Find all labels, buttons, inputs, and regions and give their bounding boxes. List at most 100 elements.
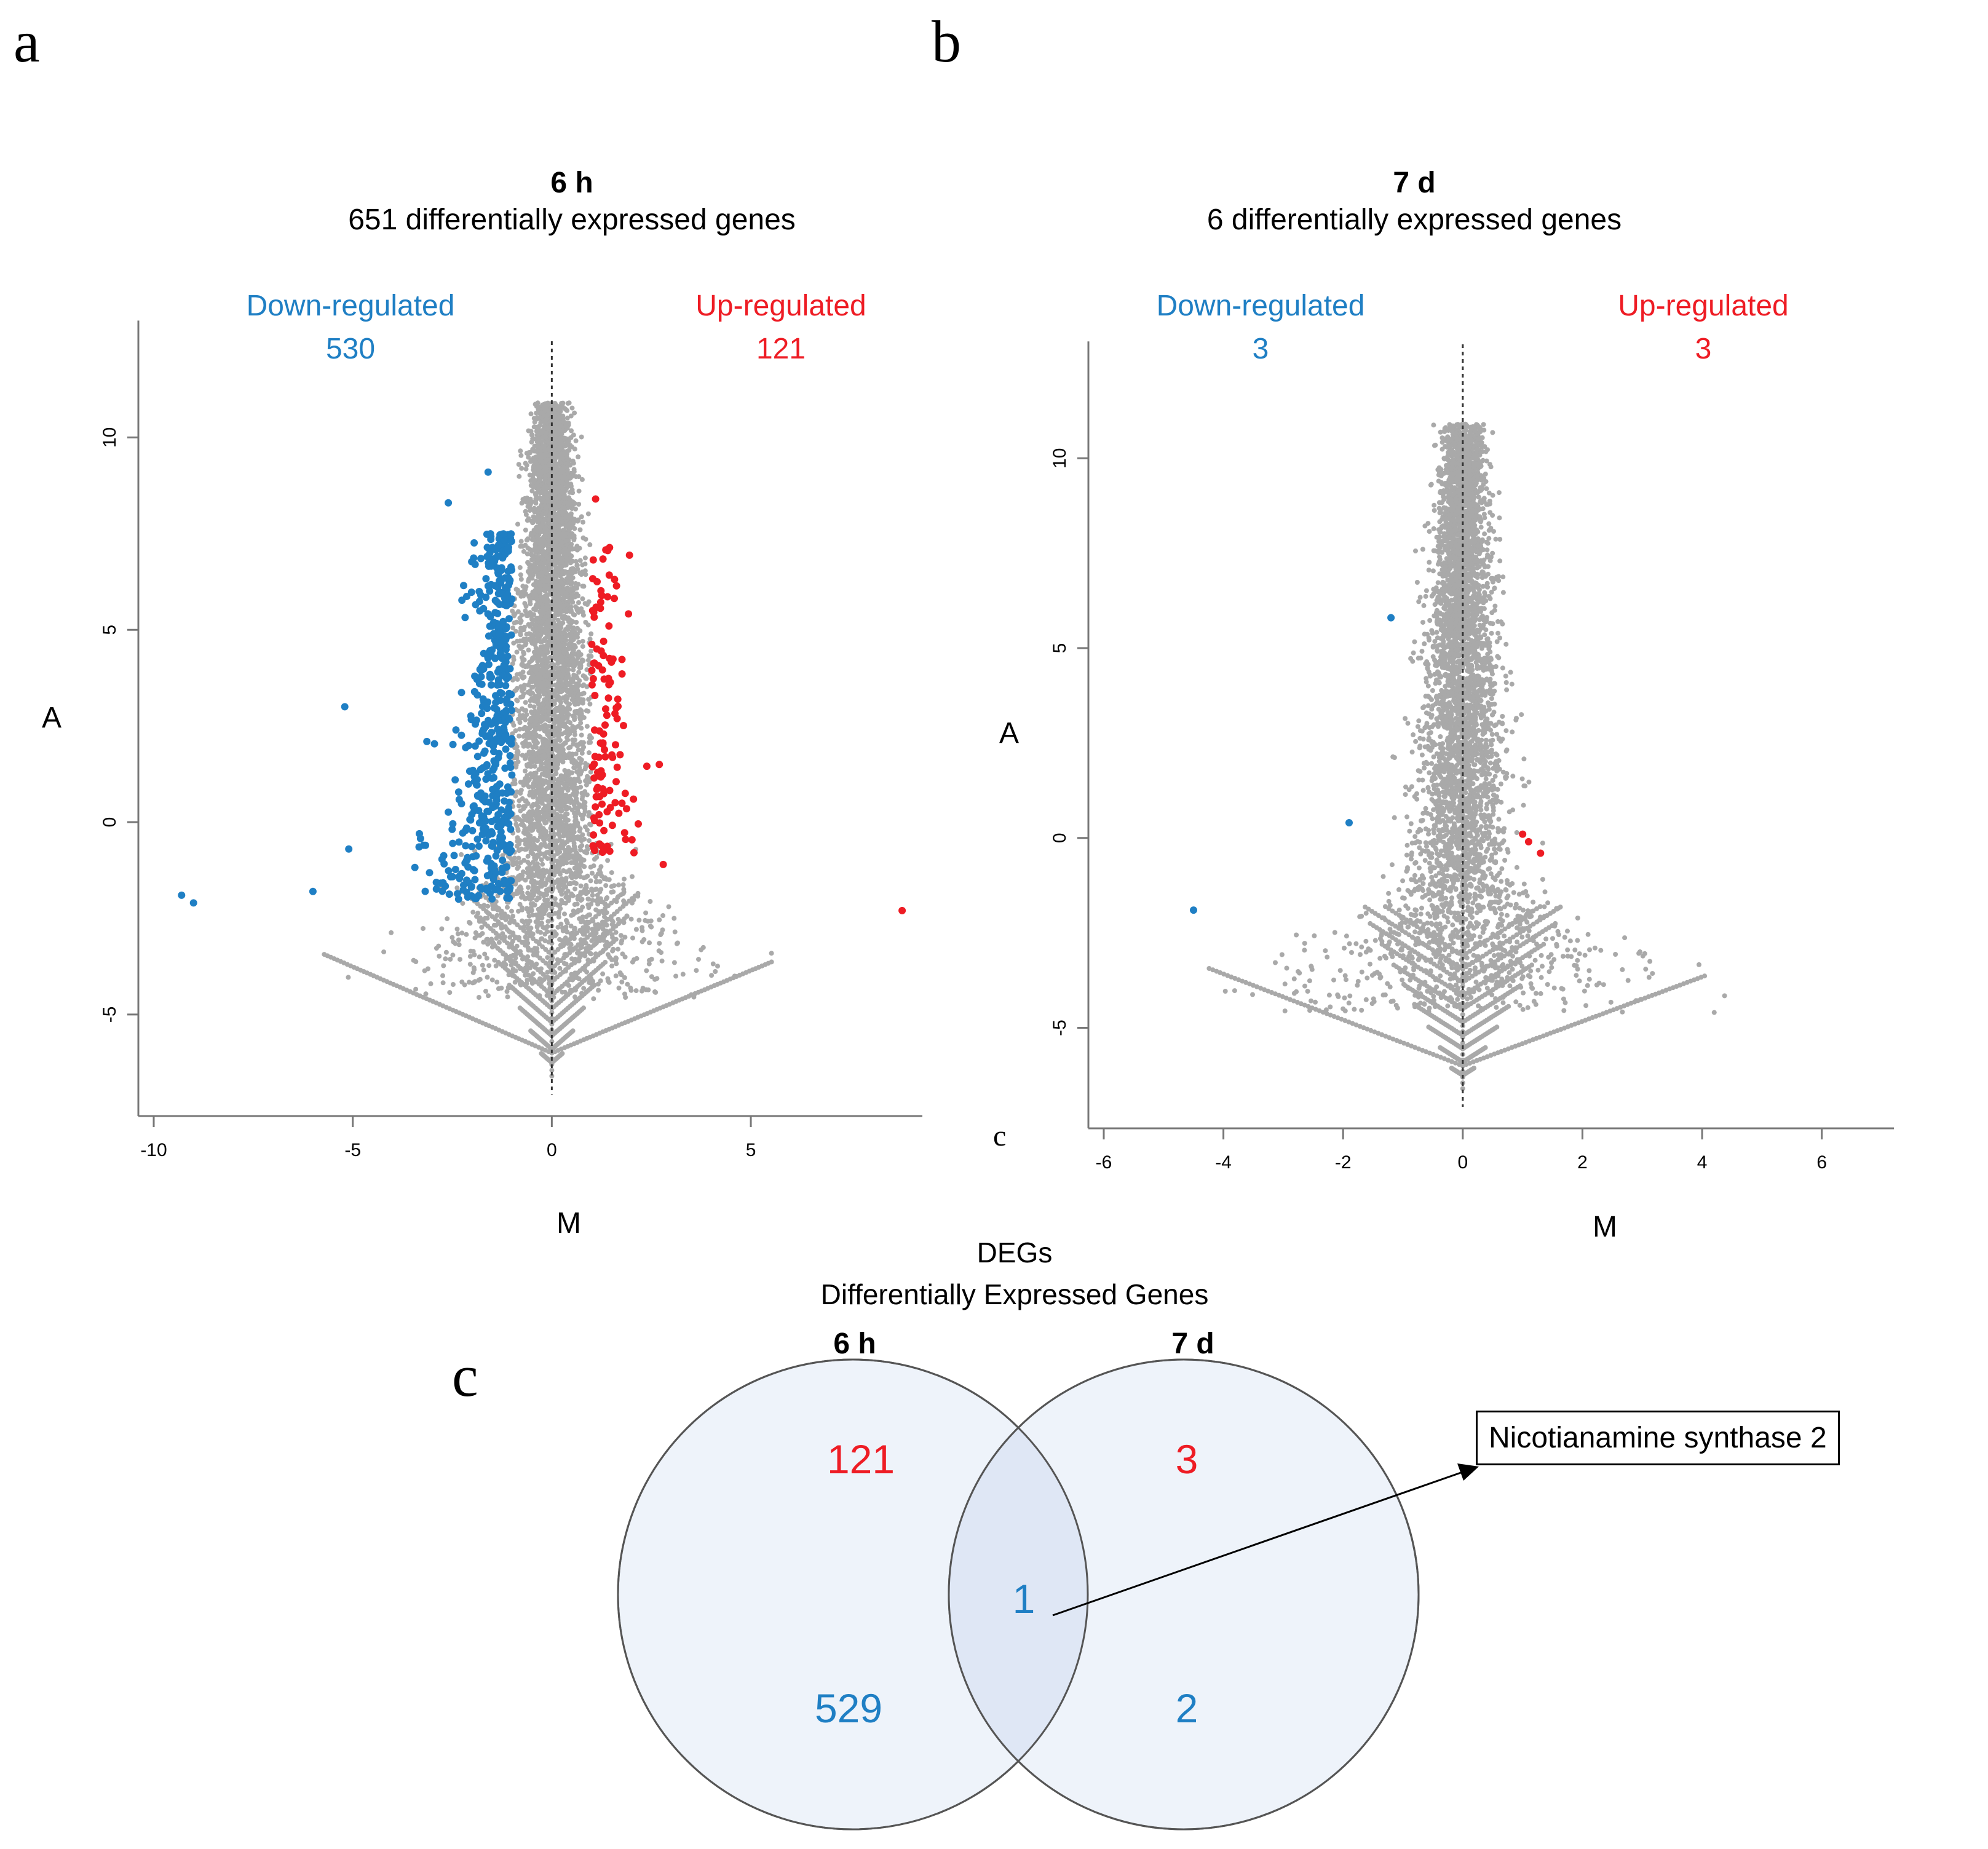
grey-point — [538, 936, 544, 942]
grey-point — [531, 505, 537, 511]
grey-point — [643, 917, 648, 923]
grey-point — [573, 751, 579, 757]
grey-point — [542, 464, 548, 470]
grey-point — [566, 662, 572, 668]
grey-point — [534, 439, 540, 445]
grey-point — [509, 908, 514, 914]
grey-point — [536, 823, 541, 829]
grey-point — [560, 582, 566, 587]
grey-point — [543, 737, 548, 743]
grey-point — [616, 985, 622, 991]
grey-point — [525, 663, 530, 669]
grey-point — [622, 975, 627, 980]
grey-point — [563, 555, 569, 560]
grey-point — [554, 788, 560, 793]
grey-point — [528, 496, 533, 502]
grey-point — [572, 765, 577, 770]
grey-point — [563, 635, 568, 640]
grey-point — [381, 949, 387, 955]
grey-point — [551, 450, 556, 456]
grey-point — [572, 886, 577, 892]
grey-point — [570, 619, 576, 624]
grey-point — [579, 838, 584, 844]
grey-point — [534, 443, 540, 449]
grey-point — [564, 853, 569, 859]
grey-point — [554, 687, 560, 692]
grey-point — [542, 512, 548, 517]
grey-point — [529, 439, 534, 445]
grey-point — [574, 881, 579, 886]
grey-point — [613, 930, 619, 935]
grey-point — [545, 897, 550, 903]
grey-point — [537, 891, 543, 896]
grey-point — [560, 512, 566, 517]
grey-point — [522, 496, 528, 501]
grey-point — [622, 876, 627, 882]
grey-point — [489, 977, 495, 983]
grey-point — [534, 560, 540, 566]
grey-point — [568, 653, 572, 659]
grey-point — [585, 708, 591, 714]
grey-point — [534, 695, 539, 700]
grey-point — [546, 575, 552, 580]
grey-point — [586, 905, 592, 911]
grey-point — [540, 604, 545, 609]
grey-point — [516, 803, 521, 809]
grey-point — [569, 633, 574, 638]
grey-point — [566, 682, 571, 687]
grey-point — [572, 663, 577, 668]
grey-point — [544, 890, 549, 896]
grey-point — [588, 822, 593, 828]
grey-point — [555, 674, 561, 679]
grey-point — [524, 847, 529, 852]
grey-point — [470, 909, 476, 915]
grey-point — [525, 742, 530, 747]
grey-point — [580, 832, 585, 837]
grey-point — [541, 549, 546, 554]
grey-point — [538, 582, 544, 587]
grey-point — [568, 560, 573, 566]
grey-point — [462, 982, 467, 988]
grey-point — [572, 410, 577, 416]
grey-point — [517, 726, 523, 732]
grey-point — [556, 828, 562, 833]
grey-point — [574, 806, 580, 811]
grey-point — [568, 555, 572, 561]
grey-point — [579, 750, 585, 756]
grey-point — [517, 643, 522, 649]
grey-point — [526, 689, 532, 695]
grey-point — [633, 927, 639, 932]
grey-point — [585, 889, 591, 895]
grey-point — [541, 443, 545, 448]
grey-point — [560, 665, 566, 671]
grey-point — [567, 598, 572, 604]
grey-point — [653, 989, 659, 995]
grey-point — [572, 834, 577, 840]
grey-point — [537, 495, 542, 501]
grey-point — [574, 761, 579, 766]
grey-point — [561, 881, 567, 887]
grey-point — [573, 506, 578, 512]
grey-point — [450, 952, 456, 958]
grey-point — [542, 796, 547, 802]
grey-point — [528, 703, 533, 708]
grey-point — [552, 511, 557, 517]
grey-point — [537, 545, 542, 550]
grey-point — [659, 950, 664, 956]
grey-point — [531, 582, 536, 587]
grey-point — [541, 788, 547, 793]
grey-point — [528, 718, 534, 723]
grey-point — [598, 870, 603, 876]
grey-point — [591, 863, 596, 869]
grey-point — [524, 537, 529, 543]
grey-point — [582, 555, 588, 561]
chart-a-title: 6 h — [550, 167, 593, 199]
grey-point — [556, 407, 561, 413]
grey-point — [526, 454, 531, 460]
grey-point — [542, 584, 547, 589]
grey-point — [575, 894, 580, 900]
grey-point — [514, 750, 520, 755]
grey-point — [553, 490, 559, 496]
grey-point — [671, 960, 677, 965]
grey-point — [694, 968, 699, 973]
